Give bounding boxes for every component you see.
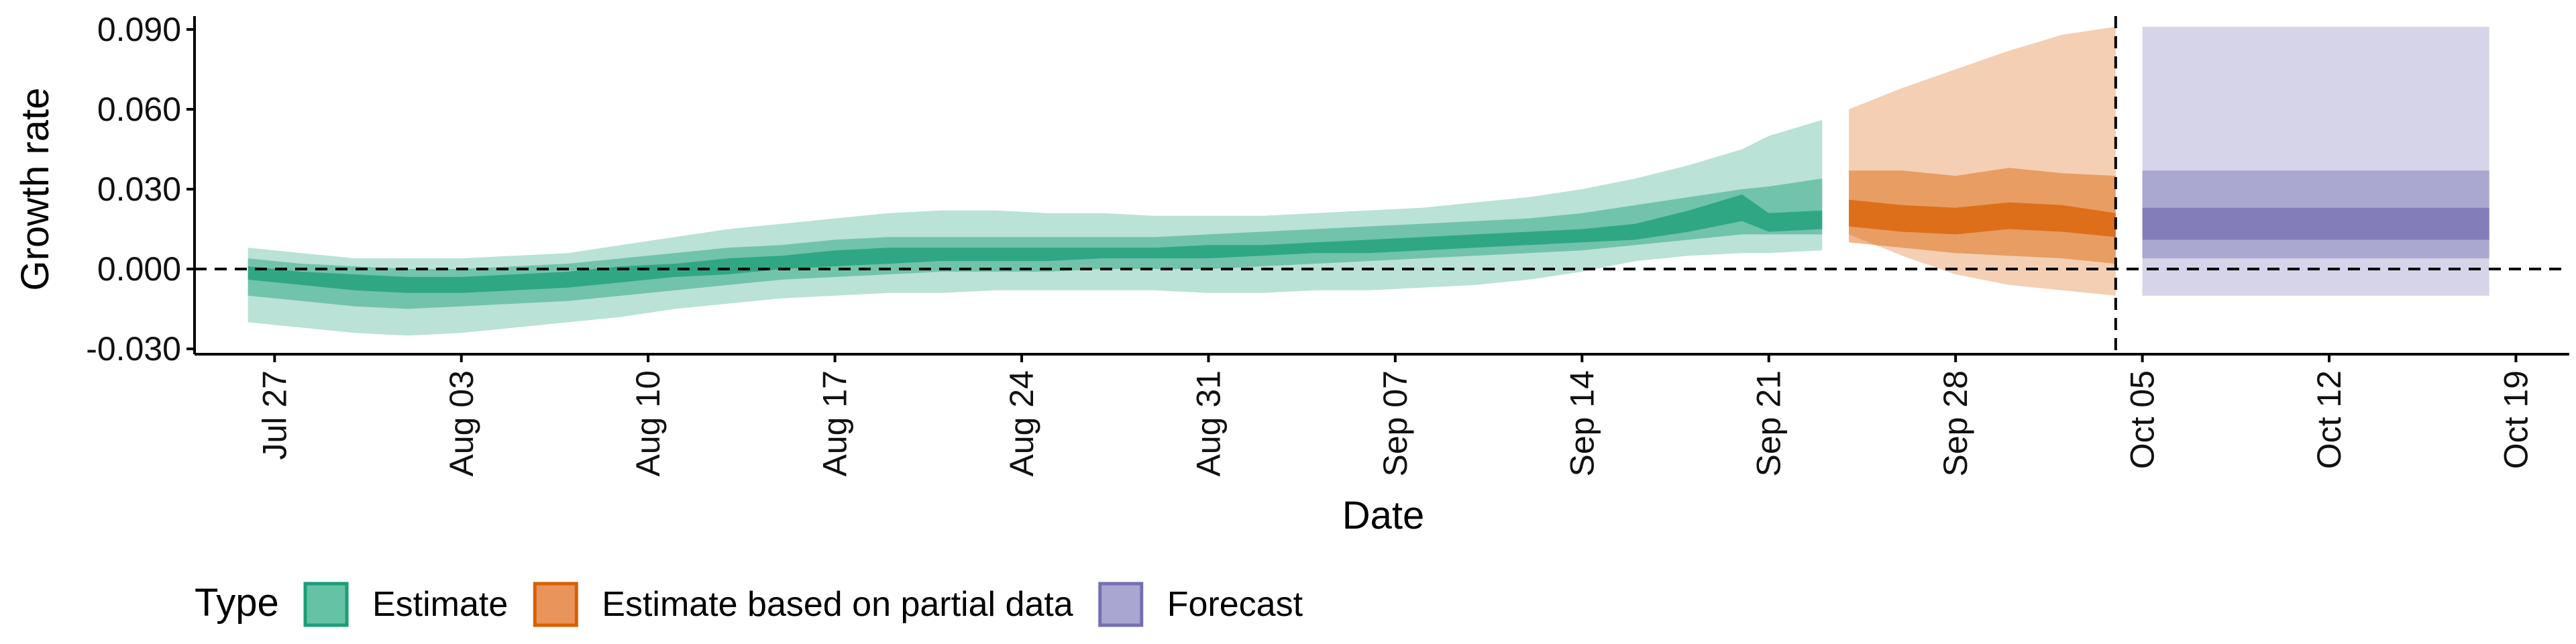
x-tick-label: Aug 17 (816, 370, 854, 476)
y-tick-label: 0.060 (97, 91, 181, 128)
x-tick-label: Aug 10 (629, 370, 667, 476)
axes (193, 16, 2569, 356)
legend-swatch (1098, 582, 1144, 627)
x-axis-title: Date (1342, 494, 1425, 537)
x-tick-label: Oct 05 (2124, 370, 2161, 469)
reference-lines (195, 16, 2569, 354)
legend-label: Estimate based on partial data (602, 585, 1073, 624)
x-tick-label: Jul 27 (256, 370, 293, 460)
x-tick-label: Oct 19 (2497, 370, 2534, 469)
y-tick-label: 0.090 (97, 11, 181, 48)
legend-label: Estimate (372, 585, 508, 624)
y-tick-label: -0.030 (86, 330, 181, 368)
y-tick-label: 0.000 (97, 250, 181, 288)
x-tick-label: Aug 03 (443, 370, 480, 476)
x-tick-label: Aug 31 (1190, 370, 1228, 476)
series-estimate (248, 119, 1823, 336)
legend: Type Estimate Estimate based on partial d… (195, 581, 1303, 627)
y-tick-label: 0.030 (97, 170, 181, 208)
legend-label: Forecast (1167, 585, 1303, 624)
uncertainty-bands (248, 26, 2489, 336)
forecast-inner-band (2142, 207, 2489, 240)
x-tick-label: Sep 28 (1937, 370, 1974, 476)
tick-labels: 0.090 0.060 0.030 0.000 -0.030 Jul 27 Aug 03 Au… (86, 11, 2534, 477)
series-estimate-based-on-partial-data (1849, 26, 2116, 296)
x-tick-label: Sep 14 (1563, 370, 1601, 476)
estimate-based-on-partial-data-inner-band (1849, 199, 2116, 237)
x-tick-label: Sep 07 (1377, 370, 1414, 476)
y-axis-title: Growth rate (13, 88, 57, 291)
legend-swatch (533, 582, 578, 627)
legend-title: Type (195, 581, 279, 625)
x-tick-label: Sep 21 (1750, 370, 1788, 476)
x-tick-label: Oct 12 (2310, 370, 2348, 469)
legend-swatch (303, 582, 349, 627)
x-tick-label: Aug 24 (1003, 370, 1040, 476)
series-forecast (2142, 26, 2489, 296)
estimate-outer-band (248, 119, 1823, 336)
